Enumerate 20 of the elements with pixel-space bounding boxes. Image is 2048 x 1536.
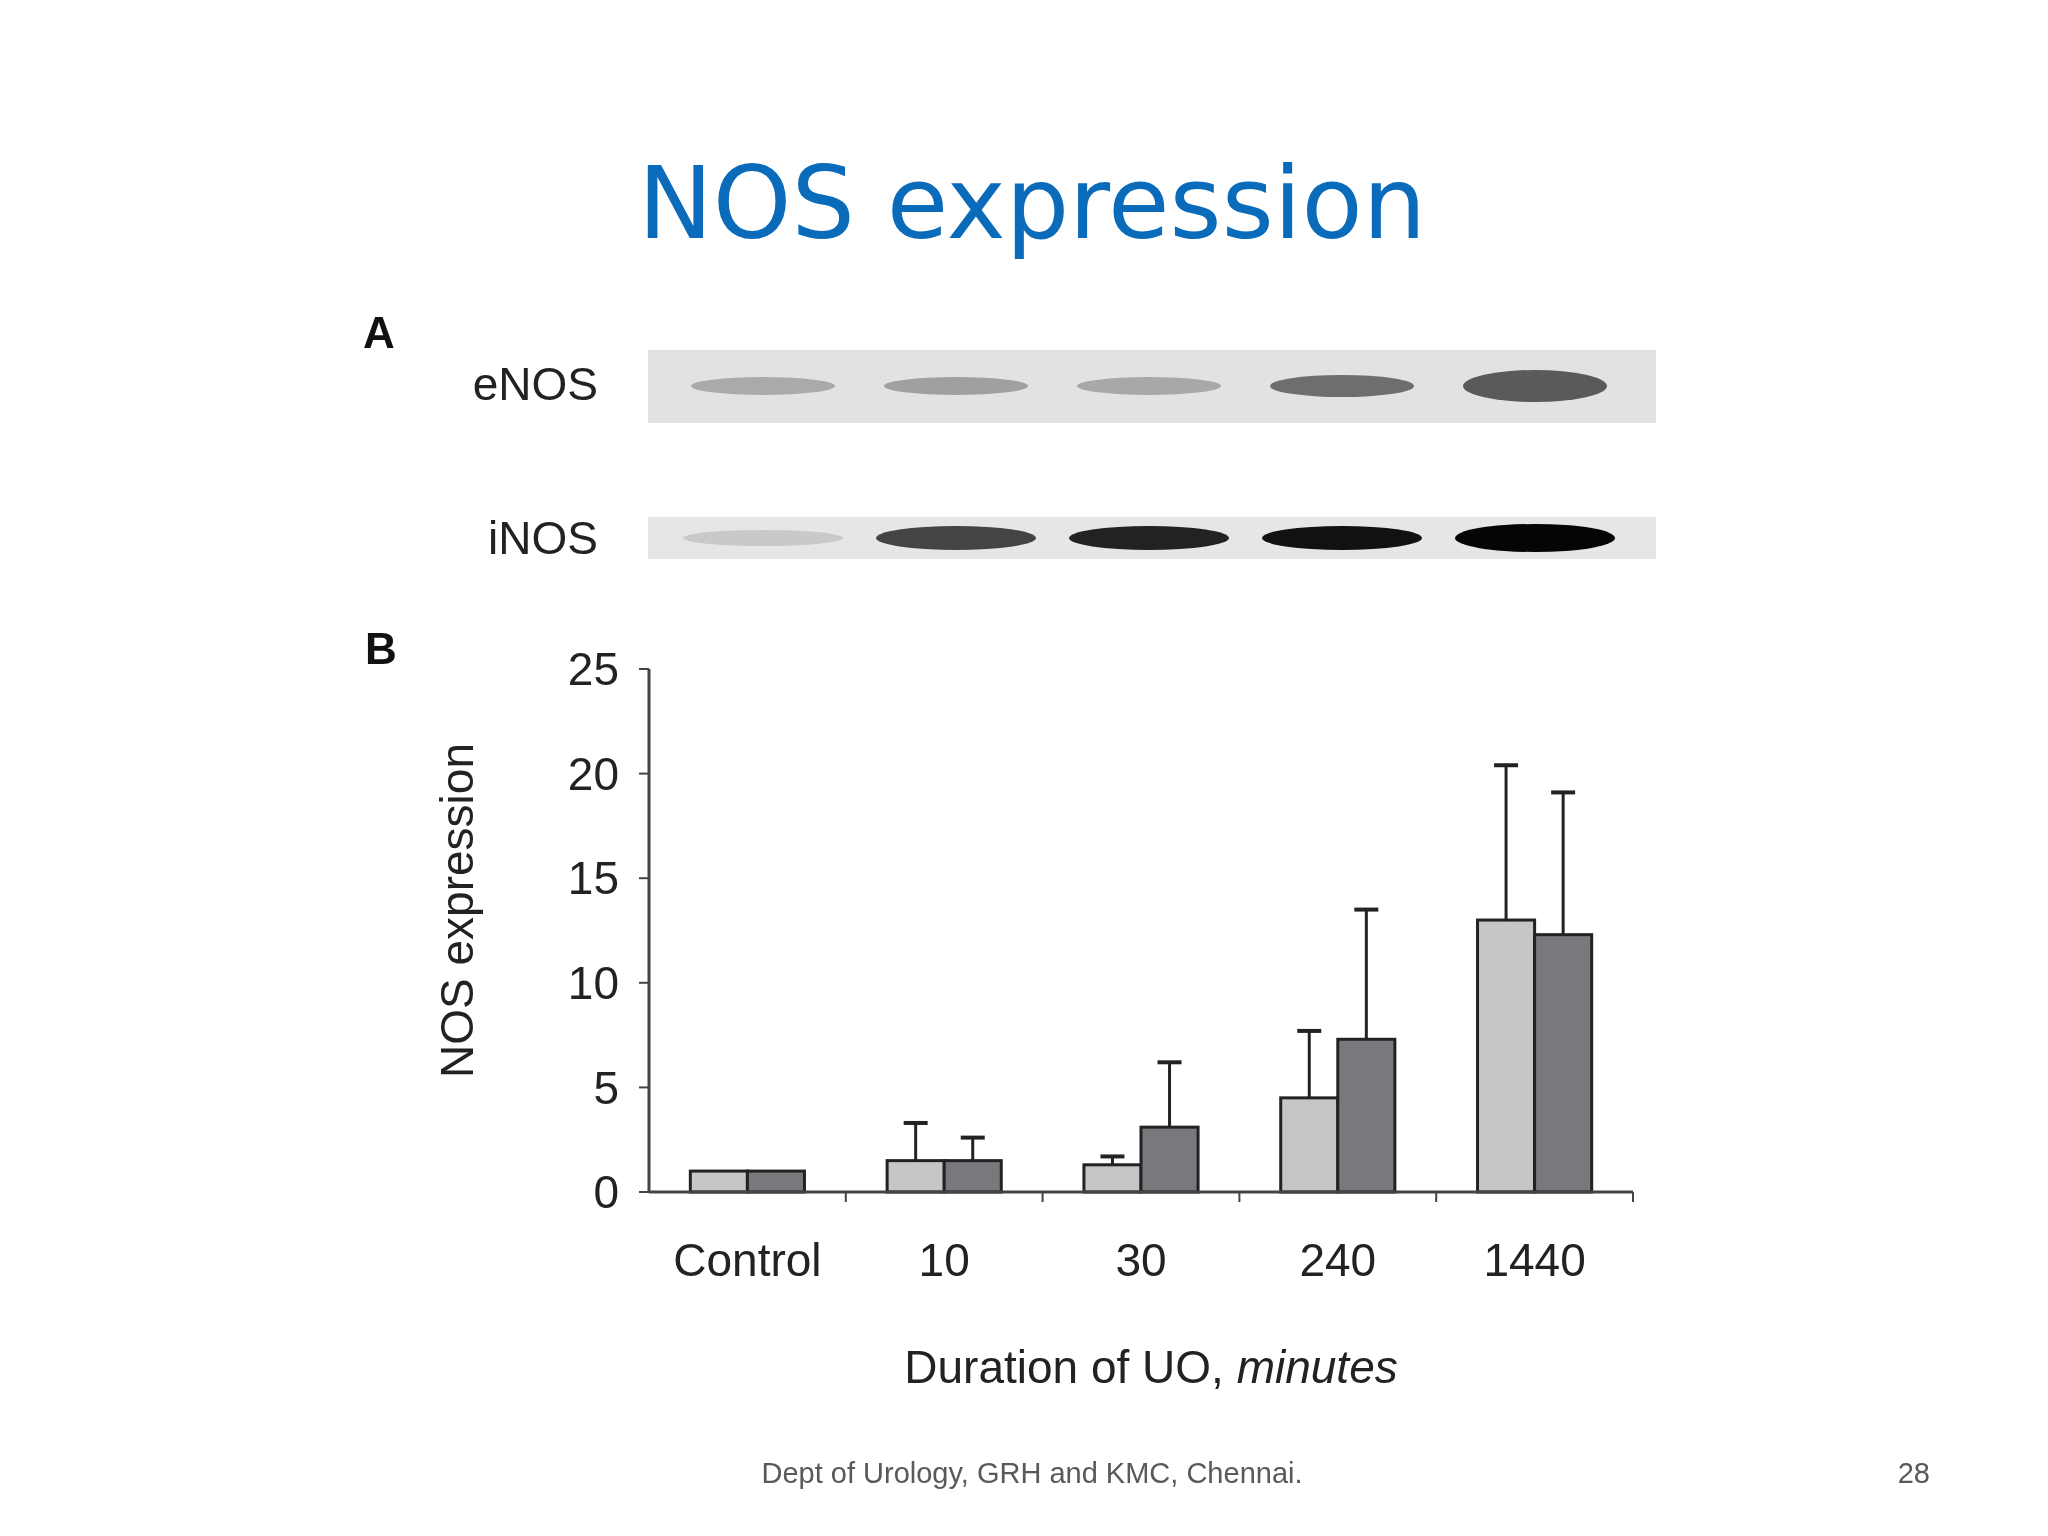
text: 28 (1897, 1457, 1930, 1489)
x-tick-label: 240 (1299, 1234, 1377, 1286)
x-tick-label: 10 (918, 1234, 970, 1286)
text: eNOS (472, 358, 598, 410)
x-tick-label: Control (673, 1234, 822, 1286)
y-tick-label: 25 (567, 643, 619, 696)
y-tick-label: 15 (567, 852, 619, 905)
y-tick-label: 10 (567, 956, 619, 1009)
chart-title: NOS expression (637, 145, 1427, 262)
y-tick-label: 5 (593, 1061, 619, 1114)
y-tick-label: 0 (593, 1166, 619, 1219)
text: B (365, 624, 397, 673)
x-axis-title: Duration of UO, minutes (904, 1341, 1398, 1393)
text: iNOS (488, 512, 598, 564)
y-axis-title: NOS expression (431, 743, 483, 1078)
x-tick-label: 1440 (1483, 1234, 1586, 1286)
x-tick-label: 30 (1115, 1234, 1167, 1286)
text: A (363, 308, 395, 357)
text: Dept of Urology, GRH and KMC, Chennai. (761, 1457, 1303, 1489)
y-tick-label: 20 (567, 747, 619, 800)
